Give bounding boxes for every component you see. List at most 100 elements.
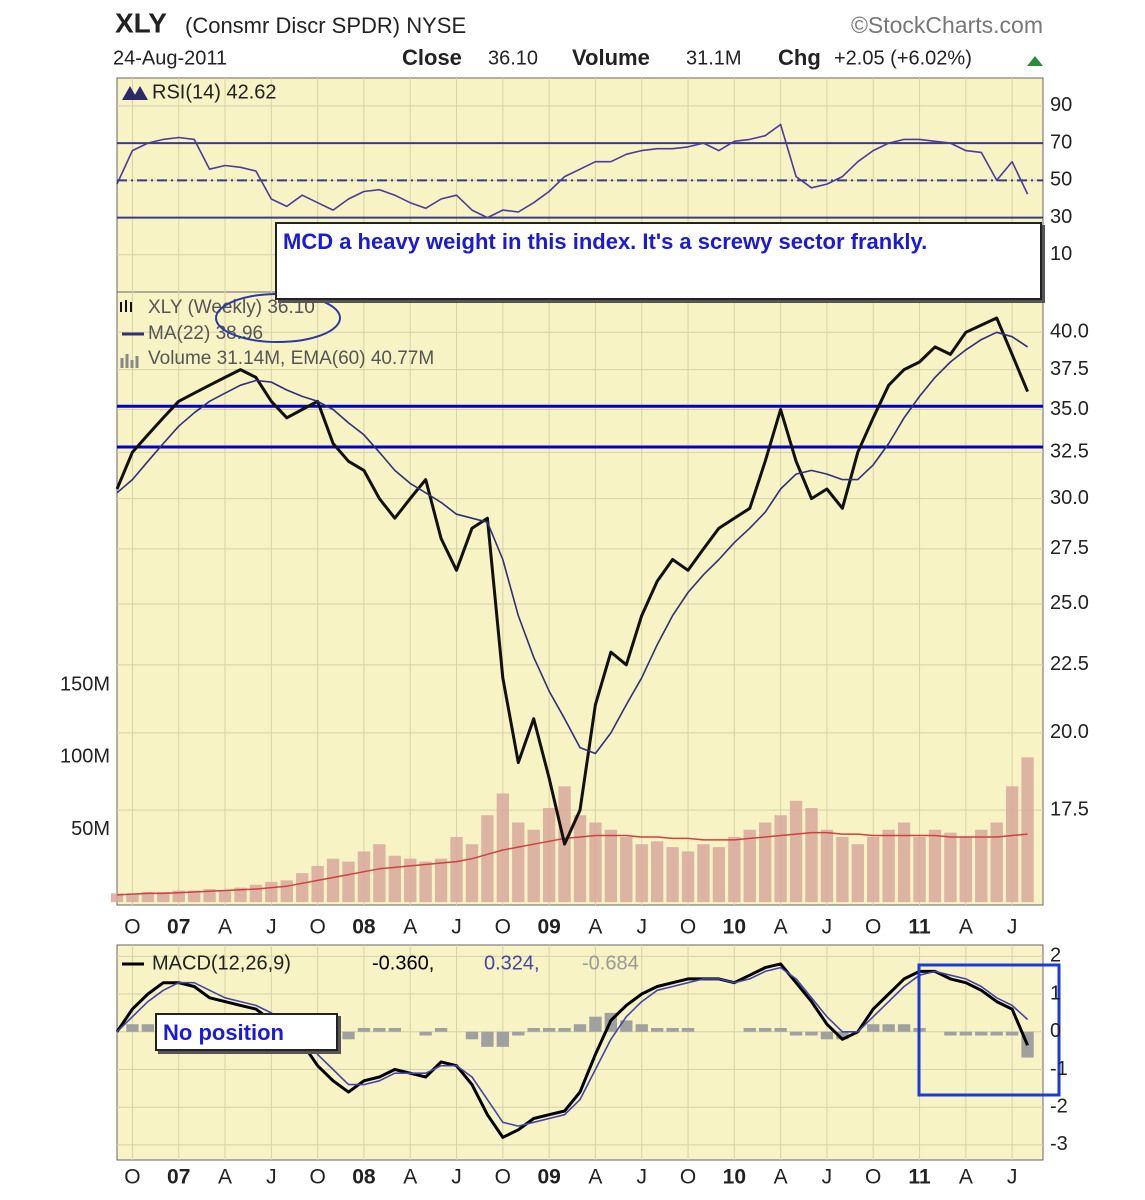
x-tick-label: 07 — [167, 916, 190, 939]
histogram-bar — [434, 1027, 448, 1032]
price-icon — [120, 300, 132, 312]
volume-bar — [512, 822, 525, 903]
x-tick-label: 08 — [352, 1166, 376, 1189]
volume-bar — [650, 841, 664, 903]
volume-bar — [187, 890, 201, 903]
histogram-bar — [666, 1027, 679, 1032]
volume-bar — [836, 836, 849, 903]
volume-bar — [265, 881, 278, 903]
x-tick-label: A — [403, 1166, 417, 1189]
y-tick-label: 40.0 — [1050, 321, 1089, 343]
volume-bar — [342, 861, 355, 903]
volume-bar — [280, 880, 293, 903]
ma-line — [116, 331, 1029, 755]
volume-bar — [296, 873, 309, 903]
volume-bar — [697, 844, 710, 903]
volume-bar — [172, 890, 185, 903]
y-tick-label: 50 — [1050, 169, 1072, 191]
title: XLY — [115, 7, 167, 38]
x-tick-label: J — [1007, 1166, 1018, 1189]
volume-legend: Volume 31.14M, EMA(60) 40.77M — [148, 348, 434, 369]
volume-bar — [388, 855, 401, 903]
histogram-bar — [635, 1024, 648, 1032]
x-tick-label: A — [588, 1166, 602, 1189]
histogram-bar — [126, 1024, 139, 1032]
volume-bar — [635, 844, 648, 903]
volume-bar — [666, 847, 679, 903]
volume-bar — [434, 858, 448, 903]
histogram-bar — [527, 1027, 540, 1032]
volume-bar — [1021, 757, 1034, 903]
price-legend: XLY (Weekly) 36.10 — [148, 297, 315, 318]
x-tick-label: O — [865, 1166, 881, 1189]
x-tick-label: O — [495, 916, 511, 939]
volume-bar — [959, 836, 973, 903]
volume-bar — [867, 836, 880, 903]
histogram-bar — [496, 1031, 510, 1047]
highlight-box — [917, 963, 1061, 1097]
annotation: MCD a heavy weight in this index. It's a… — [275, 222, 1042, 300]
histogram-bar — [759, 1027, 772, 1032]
volume-bar — [311, 865, 324, 903]
x-tick-label: 07 — [167, 1166, 190, 1189]
volume-bar — [1005, 786, 1019, 903]
volume-bar — [882, 829, 895, 903]
x-tick-label: O — [865, 916, 881, 939]
volume-bar — [542, 808, 556, 903]
histogram-bar — [836, 1031, 849, 1040]
histogram-bar — [944, 1031, 957, 1036]
x-tick-label: O — [680, 1166, 696, 1189]
histogram-value: -0.684 — [582, 952, 639, 974]
x-tick-label: 10 — [723, 1166, 746, 1189]
y-tick-label: 1 — [1050, 982, 1061, 1004]
volume-bar — [419, 861, 432, 903]
volume-bar — [450, 836, 463, 903]
x-tick-label: J — [822, 1166, 833, 1189]
volume-bar — [944, 832, 957, 903]
volume-bar — [975, 829, 988, 903]
x-tick-label: 09 — [537, 916, 560, 939]
histogram-bar — [990, 1031, 1003, 1036]
y-tick-label: 22.5 — [1050, 653, 1089, 675]
volume-bar — [234, 887, 247, 903]
histogram-bar — [1005, 1031, 1019, 1036]
volume-bar — [465, 844, 479, 903]
x-tick-label: O — [495, 1166, 511, 1189]
annotation: No position — [155, 1013, 338, 1051]
volume-bar — [774, 815, 787, 903]
histogram-bar — [141, 1024, 155, 1032]
y-tick-label: -2 — [1050, 1095, 1068, 1117]
x-tick-label: J — [266, 1166, 277, 1189]
volume-bar — [805, 808, 818, 903]
histogram-bar — [650, 1027, 664, 1032]
x-tick-label: 10 — [723, 916, 746, 939]
volume-bar — [589, 822, 602, 903]
stat-value: 31.1M — [686, 47, 742, 69]
volume-bar — [249, 884, 263, 903]
x-tick-label: A — [959, 916, 973, 939]
histogram-bar — [867, 1024, 880, 1032]
rsi-legend: RSI(14) 42.62 — [152, 81, 277, 103]
source: ©StockCharts.com — [851, 12, 1043, 38]
x-tick-label: J — [822, 916, 833, 939]
volume-bar — [573, 815, 587, 903]
histogram-bar — [805, 1031, 818, 1036]
volume-bar — [404, 858, 417, 903]
x-tick-label: J — [451, 1166, 462, 1189]
histogram-bar — [789, 1031, 803, 1036]
volume-bar — [759, 822, 772, 903]
histogram-bar — [542, 1027, 556, 1032]
histogram-bar — [357, 1027, 371, 1032]
y-tick-label: 30.0 — [1050, 487, 1089, 509]
histogram-bar — [512, 1031, 525, 1036]
histogram-bar — [465, 1031, 479, 1040]
stat-label: Close — [402, 45, 462, 70]
x-tick-label: O — [309, 1166, 325, 1189]
histogram-bar — [681, 1027, 695, 1032]
histogram-bar — [342, 1031, 355, 1040]
volume-bar — [712, 847, 726, 903]
histogram-bar — [774, 1027, 787, 1032]
x-tick-label: A — [774, 916, 788, 939]
y-tick-label: 2 — [1050, 945, 1061, 967]
